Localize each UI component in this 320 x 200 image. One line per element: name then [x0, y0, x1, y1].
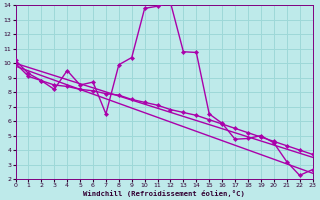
X-axis label: Windchill (Refroidissement éolien,°C): Windchill (Refroidissement éolien,°C) — [83, 190, 245, 197]
